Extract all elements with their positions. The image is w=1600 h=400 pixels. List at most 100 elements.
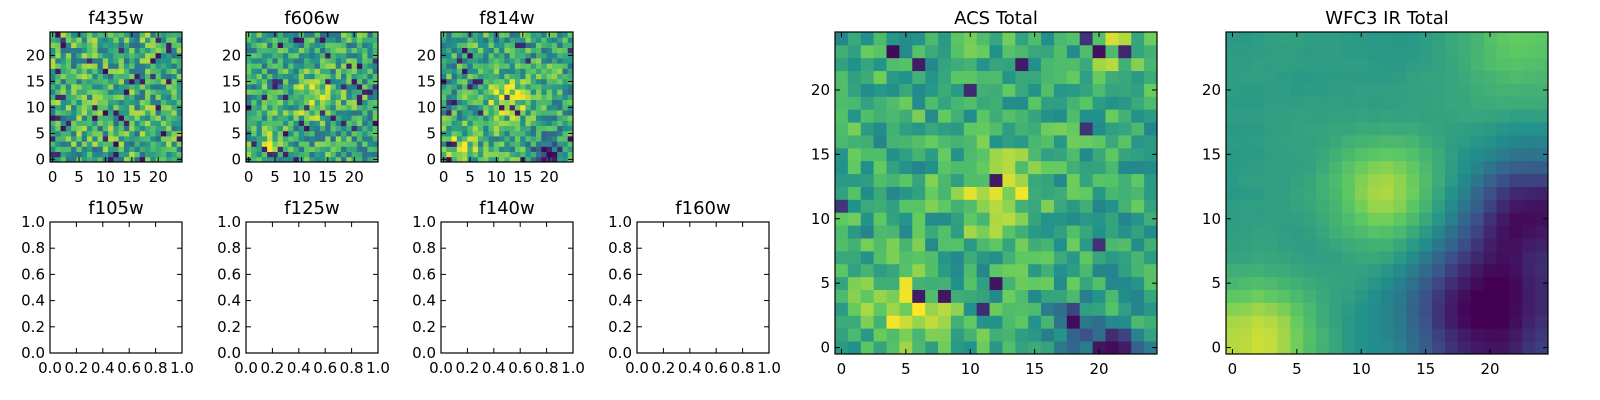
heatmap-cell [372,63,379,69]
heatmap-cell [298,115,305,121]
heatmap-cell [530,37,537,43]
heatmap-cell [1041,147,1055,162]
heatmap-cell [1053,199,1068,213]
heatmap-cell [1354,147,1369,162]
heatmap-cell [551,125,558,132]
heatmap-cell [251,146,257,152]
heatmap-cell [171,78,178,85]
heatmap-cell [277,73,284,80]
x-tick-label: 0.2 [455,359,479,377]
heatmap-cell [1238,250,1253,265]
heatmap-cell [160,156,167,163]
heatmap-cell [446,42,452,48]
heatmap-cell [171,68,178,74]
heatmap-cell [81,37,88,43]
heatmap-cell [1367,212,1381,226]
heatmap-cell [145,73,151,80]
heatmap-cell [525,141,532,147]
heatmap-cell [246,84,252,90]
heatmap-cell [557,73,563,80]
x-tick-label: 15 [1416,360,1435,378]
heatmap-cell [1483,302,1497,316]
heatmap-cell [451,141,458,147]
heatmap-cell [1041,70,1055,84]
heatmap-cell [499,136,505,142]
heatmap-cell [319,156,326,163]
heatmap-cell [1290,302,1304,316]
heatmap-cell [1238,83,1253,97]
heatmap-cell [65,146,72,152]
heatmap-cell [81,78,88,85]
heatmap-cell [335,73,342,80]
heatmap-cell [493,125,500,132]
heatmap-cell [557,151,563,158]
heatmap-cell [176,110,183,116]
heatmap-cell [92,110,98,116]
heatmap-cell [551,47,558,54]
heatmap-cell [1002,173,1016,187]
heatmap-cell [81,156,88,163]
heatmap-cell [976,44,990,59]
heatmap-cell [118,110,125,116]
heatmap-cell [1015,135,1029,149]
heatmap-cell [372,120,379,126]
heatmap-cell [261,136,268,142]
heatmap-cell [462,156,468,163]
heatmap-cell [325,37,331,43]
heatmap-cell [446,52,452,59]
heatmap-cell [1432,250,1446,265]
heatmap-cell [1118,238,1132,252]
heatmap-cell [76,52,83,59]
heatmap-cell [451,104,458,111]
heatmap-cell [1496,32,1510,46]
heatmap-cell [446,84,452,90]
heatmap-cell [1238,199,1253,213]
heatmap-cell [155,68,162,74]
heatmap-cell [976,122,990,136]
heatmap-cell [1393,276,1407,290]
heatmap-cell [1470,44,1484,59]
heatmap-cell [499,125,505,132]
heatmap-cell [92,146,98,152]
heatmap-cell [1290,70,1304,84]
heatmap-cell [989,315,1003,329]
heatmap-cell [282,73,289,80]
heatmap-cell [1131,109,1145,123]
heatmap-cell [118,156,125,163]
heatmap-cell [1444,276,1459,290]
heatmap-cell [950,160,965,175]
heatmap-cell [536,37,542,43]
heatmap-cell [304,58,310,64]
heatmap-cell [113,52,120,59]
heatmap-cell [1483,70,1497,84]
heatmap-cell [272,146,279,152]
heatmap-cell [567,89,574,95]
heatmap-cell [76,89,83,95]
heatmap-cell [129,47,135,54]
heatmap-cell [246,115,252,121]
heatmap-cell [873,289,887,303]
heatmap-cell [483,120,489,126]
heatmap-cell [267,32,273,38]
heatmap-cell [1028,70,1042,84]
heatmap-cell [1028,263,1042,278]
heatmap-cell [835,147,849,162]
heatmap-cell [1341,109,1356,123]
heatmap-cell [520,115,526,121]
heatmap-cell [1028,212,1042,226]
x-tick-label: 0.8 [340,359,364,377]
heatmap-cell [246,58,252,64]
heatmap-cell [139,58,146,64]
heatmap-cell [277,84,284,90]
heatmap-cell [1380,276,1394,290]
heatmap-cell [1470,160,1484,175]
heatmap-cell [1092,250,1106,265]
heatmap-cell [341,94,347,100]
heatmap-cell [1002,186,1016,200]
heatmap-cell [309,94,316,100]
heatmap-cell [267,104,273,111]
heatmap-cell [1432,135,1446,149]
heatmap-cell [246,73,252,80]
heatmap-cell [1264,147,1278,162]
